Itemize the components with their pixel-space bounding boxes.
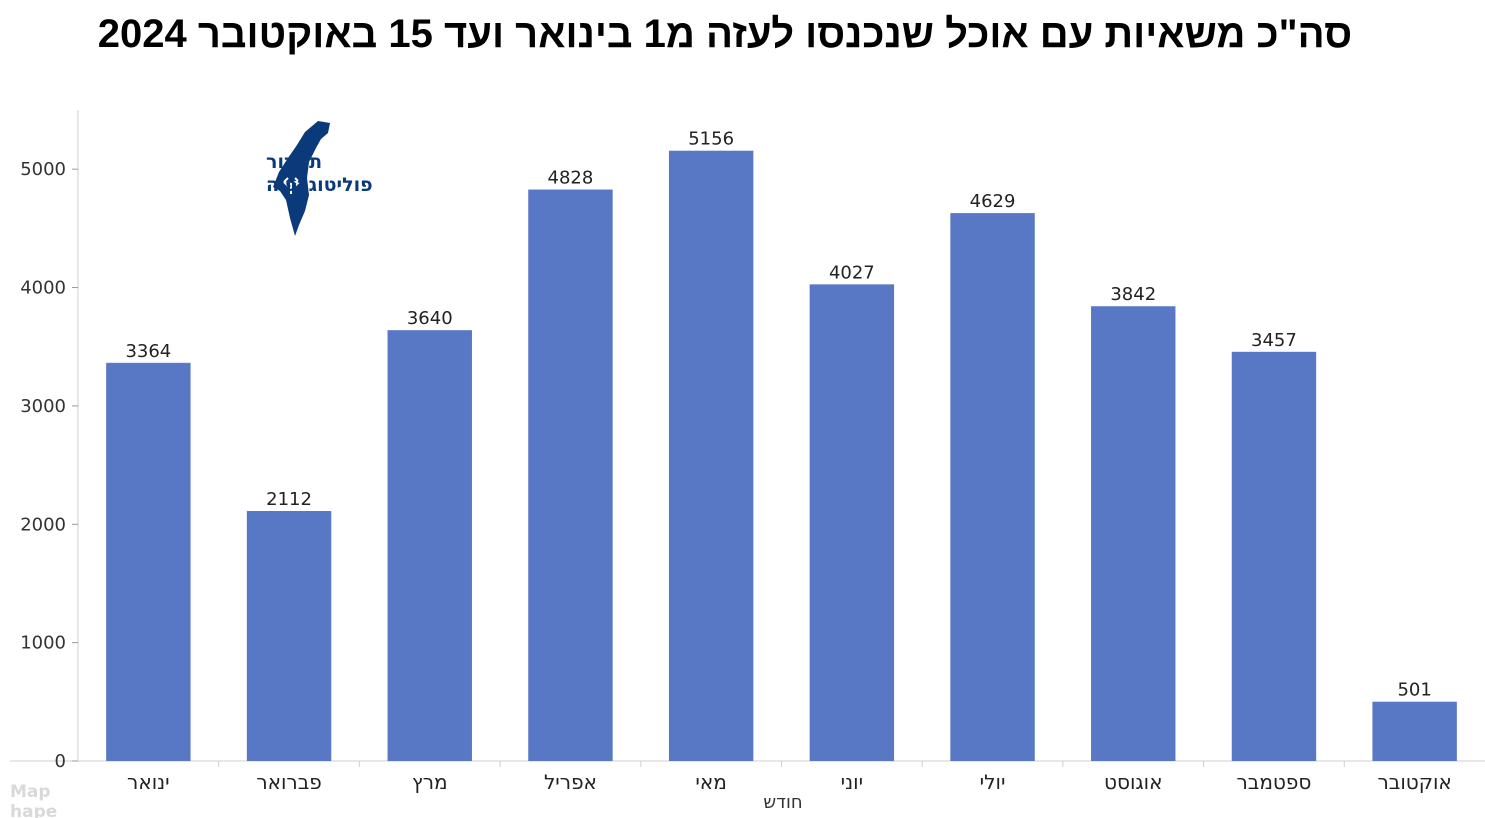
bar-value-label: 2112	[266, 489, 312, 510]
x-category-label: אוקטובר	[1378, 770, 1452, 794]
logo: תמרור פוליטוגרפיה	[266, 121, 373, 236]
y-tick-label: 0	[55, 751, 66, 772]
x-category-label: ספטמבר	[1237, 770, 1312, 794]
bar	[246, 511, 332, 761]
bar	[1372, 701, 1457, 761]
bar	[1091, 306, 1176, 761]
logo-line-1: תמרור	[266, 151, 322, 173]
bar	[668, 150, 754, 761]
x-category-label: אוגוסט	[1104, 770, 1162, 794]
y-tick-label: 5000	[20, 159, 66, 180]
bar	[1231, 351, 1317, 761]
x-axis-categories: ינואר פברואר מרץ אפריל מאי יוני יולי אוגוסט ספטמ…	[127, 761, 1452, 794]
bar-value-label: 4629	[970, 191, 1016, 212]
israel-map-icon	[273, 121, 330, 236]
bar	[387, 330, 472, 761]
bar	[528, 189, 613, 762]
x-category-label: יולי	[980, 770, 1006, 794]
bar-value-labels: 3364 2112 3640 4828 5156 4027 4629 3842 3457 501	[125, 129, 1431, 701]
x-category-label: ינואר	[127, 770, 170, 794]
x-category-label: פברואר	[256, 770, 321, 794]
bar-value-label: 3364	[125, 341, 171, 362]
bar-value-label: 3640	[407, 308, 453, 329]
faint-text-1: Map	[10, 782, 51, 802]
x-category-label: מרץ	[412, 770, 448, 794]
bar	[950, 213, 1035, 761]
bar-value-label: 3842	[1110, 284, 1156, 305]
bar	[809, 284, 895, 761]
y-tick-label: 1000	[20, 633, 66, 654]
x-category-label: יוני	[841, 770, 863, 794]
chart-title: סה"כ משאיות עם אוכל שנכנסו לעזה מ1 בינוא…	[97, 12, 1353, 56]
y-axis-ticks: 0 1000 2000 3000 4000 5000	[20, 159, 78, 772]
y-tick-label: 3000	[20, 396, 66, 417]
bar-value-label: 501	[1397, 680, 1431, 701]
x-category-label: אפריל	[544, 770, 597, 794]
x-category-label: מאי	[695, 770, 726, 794]
y-tick-label: 4000	[20, 278, 66, 299]
x-axis-title: חודש	[763, 792, 802, 813]
logo-line-2: פוליטוגרפיה	[266, 174, 373, 196]
bar-value-label: 5156	[688, 129, 734, 150]
faint-text-2: hape	[10, 802, 57, 818]
y-tick-label: 2000	[20, 514, 66, 535]
bar-value-label: 3457	[1251, 330, 1297, 351]
arrows-icon	[283, 177, 300, 194]
bars	[106, 150, 1457, 762]
bar	[106, 362, 191, 761]
bar-value-label: 4027	[829, 262, 875, 283]
bar-value-label: 4828	[548, 168, 594, 189]
